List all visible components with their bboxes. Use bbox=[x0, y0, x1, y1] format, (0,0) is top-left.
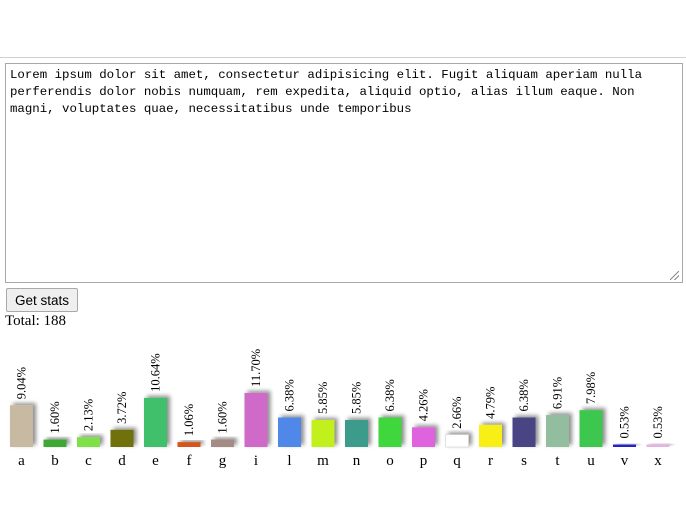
bar-value-label: 11.70% bbox=[249, 349, 263, 387]
letter-frequency-chart: 9.04% 1.60% 2.13% 3.72% 10.64% 1.06% 1.60% 11.7… bbox=[10, 349, 670, 469]
bar-c bbox=[77, 437, 100, 447]
bar-value-label: 10.64% bbox=[149, 353, 163, 392]
category-label: q bbox=[453, 453, 461, 469]
total-count: Total: 188 bbox=[5, 313, 67, 329]
category-label: f bbox=[187, 453, 192, 469]
bar-value-label: 1.60% bbox=[48, 401, 62, 433]
category-label: c bbox=[85, 453, 92, 469]
category-label: n bbox=[353, 453, 361, 469]
category-label: t bbox=[555, 453, 560, 469]
bar-s bbox=[512, 417, 536, 447]
category-label: s bbox=[521, 453, 527, 469]
bar-value-label: 0.53% bbox=[618, 406, 632, 438]
bar-t bbox=[546, 415, 569, 447]
category-label: d bbox=[118, 453, 126, 469]
bar-value-label: 0.53% bbox=[651, 406, 665, 438]
bar-x bbox=[646, 444, 670, 447]
bar-o bbox=[378, 417, 402, 447]
bar-value-label: 6.38% bbox=[383, 379, 397, 411]
bar-g bbox=[211, 439, 234, 447]
bar-value-label: 5.85% bbox=[350, 382, 364, 414]
bar-u bbox=[579, 410, 603, 447]
bar-q bbox=[445, 434, 469, 448]
category-label: v bbox=[621, 453, 629, 469]
bar-value-label: 6.38% bbox=[517, 379, 531, 411]
bar-e bbox=[144, 397, 167, 447]
bar-b bbox=[43, 439, 67, 447]
category-label: o bbox=[386, 453, 394, 469]
bar-value-label: 7.98% bbox=[584, 372, 598, 404]
category-label: a bbox=[18, 453, 25, 469]
bar-l bbox=[278, 417, 301, 447]
bar-f bbox=[177, 442, 201, 447]
text-input[interactable]: Lorem ipsum dolor sit amet, consectetur … bbox=[5, 63, 683, 283]
bar-value-label: 4.26% bbox=[417, 389, 431, 421]
category-label: i bbox=[254, 453, 258, 469]
bar-value-label: 6.91% bbox=[551, 377, 565, 409]
bar-n bbox=[345, 419, 368, 447]
category-label: g bbox=[219, 453, 227, 469]
bar-value-label: 9.04% bbox=[15, 367, 29, 399]
bar-value-label: 4.79% bbox=[484, 387, 498, 419]
bar-p bbox=[412, 427, 435, 447]
bar-m bbox=[311, 419, 335, 447]
bar-value-label: 2.13% bbox=[82, 399, 96, 431]
category-label: b bbox=[51, 453, 59, 469]
category-label: m bbox=[317, 453, 329, 469]
get-stats-button[interactable]: Get stats bbox=[6, 288, 78, 312]
category-label: p bbox=[420, 453, 428, 469]
category-label: u bbox=[587, 453, 595, 469]
bar-value-label: 1.06% bbox=[182, 404, 196, 436]
bar-a bbox=[10, 405, 33, 447]
bar-value-label: 3.72% bbox=[115, 392, 129, 424]
bar-value-label: 2.66% bbox=[450, 396, 464, 428]
top-divider bbox=[0, 57, 686, 58]
category-label: x bbox=[654, 453, 662, 469]
bar-value-label: 5.85% bbox=[316, 382, 330, 414]
bar-value-label: 1.60% bbox=[216, 401, 230, 433]
category-label: e bbox=[152, 453, 159, 469]
bar-d bbox=[110, 429, 134, 447]
bar-i bbox=[244, 392, 268, 447]
bar-v bbox=[613, 444, 636, 447]
category-label: l bbox=[287, 453, 291, 469]
bar-value-label: 6.38% bbox=[283, 379, 297, 411]
bar-r bbox=[479, 424, 502, 447]
category-label: r bbox=[488, 453, 493, 469]
